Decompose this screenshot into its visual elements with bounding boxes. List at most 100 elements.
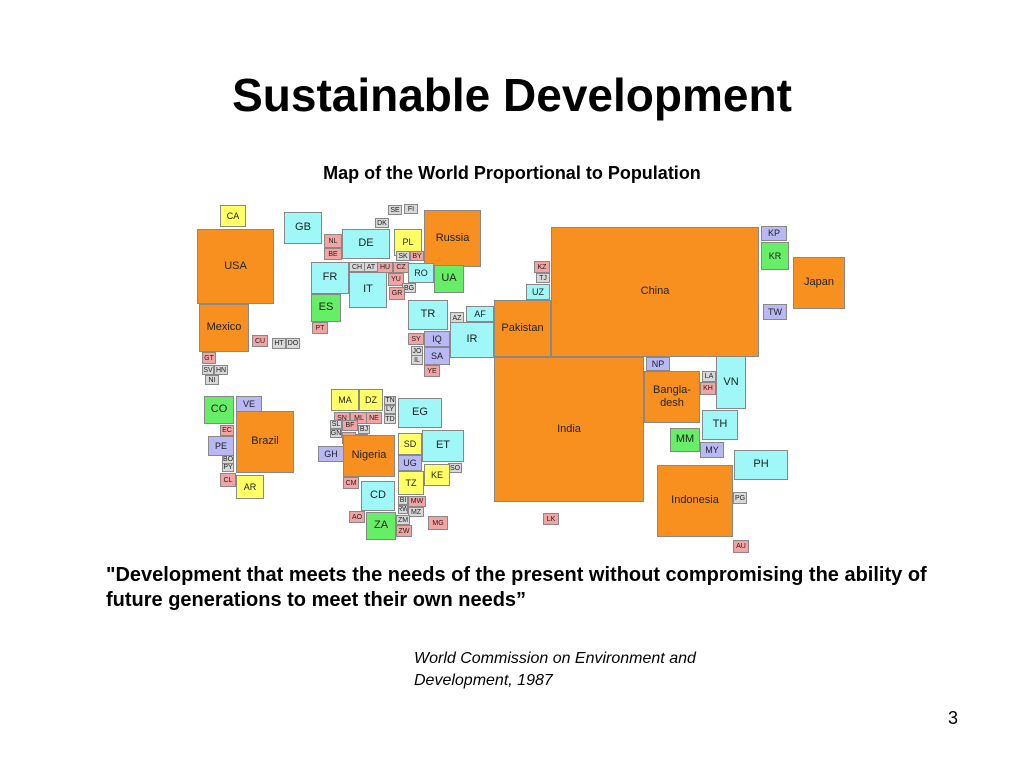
country-box: LY: [384, 405, 396, 414]
country-box: CO: [204, 396, 234, 424]
country-box: Indonesia: [657, 465, 733, 537]
map-caption: Map of the World Proportional to Populat…: [323, 163, 701, 183]
country-box: Pakistan: [494, 300, 551, 357]
country-box: GH: [318, 446, 344, 462]
country-box: SE: [388, 205, 402, 215]
slide-title: Sustainable Development: [232, 69, 792, 121]
page-number: 3: [948, 708, 959, 728]
country-box: TN: [384, 396, 396, 405]
country-box: BF: [342, 420, 358, 431]
country-box: YU: [388, 273, 404, 286]
country-box: TD: [384, 414, 396, 424]
country-box: ET: [422, 430, 464, 462]
country-box: MW: [408, 496, 426, 507]
country-box: EC: [220, 425, 234, 436]
country-box: China: [551, 227, 759, 357]
country-box: AF: [466, 306, 494, 322]
country-box: LA: [702, 371, 716, 382]
country-box: YE: [424, 365, 440, 377]
country-box: PT: [312, 322, 328, 334]
country-box: SO: [448, 463, 462, 473]
country-box: IL: [411, 355, 423, 365]
attribution: World Commission on Environment and Deve…: [414, 650, 696, 690]
country-box: LK: [543, 513, 559, 525]
country-box: CA: [220, 205, 246, 227]
country-box: Bangla-desh: [644, 371, 700, 423]
country-box: Brazil: [236, 411, 294, 473]
country-box: ES: [311, 294, 341, 322]
country-box: TH: [702, 410, 738, 440]
country-box: BJ: [358, 425, 370, 434]
country-box: MM: [670, 428, 700, 452]
country-box: AT: [364, 262, 378, 272]
country-box: AU: [733, 540, 749, 553]
country-box: NI: [205, 375, 219, 385]
country-box: Russia: [424, 210, 481, 267]
country-box: IQ: [424, 331, 450, 347]
country-box: BE: [324, 248, 342, 260]
country-box: TZ: [398, 471, 424, 495]
country-box: SL: [330, 420, 342, 429]
country-box: PY: [222, 463, 234, 472]
country-box: PH: [734, 450, 788, 480]
country-box: Mexico: [199, 304, 249, 352]
country-box: KR: [761, 242, 789, 270]
country-box: AR: [236, 475, 264, 499]
country-box: ZW: [396, 525, 412, 537]
country-box: CZ: [393, 262, 409, 273]
country-box: ZA: [366, 512, 396, 540]
country-box: GN: [330, 429, 342, 438]
country-box: CD: [361, 481, 395, 511]
country-box: SY: [408, 333, 424, 345]
country-box: RO: [408, 263, 434, 283]
country-box: KE: [424, 464, 450, 486]
country-box: NL: [324, 234, 342, 248]
country-box: Nigeria: [343, 435, 395, 477]
country-box: VN: [716, 356, 746, 409]
country-box: CM: [343, 477, 359, 489]
country-box: DK: [375, 218, 389, 228]
country-box: DZ: [359, 389, 383, 411]
country-box: DE: [342, 229, 390, 259]
country-box: UA: [434, 265, 464, 293]
country-box: KZ: [534, 261, 550, 273]
country-box: BI: [398, 496, 408, 505]
country-box: EG: [398, 398, 442, 428]
country-box: MA: [331, 389, 359, 411]
country-box: TW: [763, 304, 787, 320]
country-box: MG: [428, 516, 448, 530]
country-box: HT: [272, 338, 286, 349]
country-box: Japan: [793, 257, 845, 309]
country-box: FI: [404, 204, 418, 214]
country-box: DO: [286, 338, 300, 349]
country-box: MY: [700, 442, 724, 458]
country-box: USA: [197, 229, 274, 304]
country-box: SK: [396, 251, 410, 261]
country-box: CL: [220, 473, 236, 487]
country-box: KP: [761, 226, 787, 241]
country-box: ZM: [396, 515, 410, 525]
country-box: IT: [349, 272, 387, 308]
country-box: SD: [398, 433, 422, 455]
country-box: India: [494, 357, 644, 502]
country-box: FR: [311, 262, 349, 294]
country-box: KH: [700, 382, 716, 395]
country-box: UZ: [526, 284, 550, 300]
country-box: CH: [349, 262, 365, 272]
country-box: AO: [349, 511, 365, 523]
country-box: NE: [366, 412, 382, 424]
country-box: GT: [202, 352, 216, 364]
country-box: CU: [252, 335, 268, 347]
country-box: NP: [646, 357, 670, 371]
country-box: GR: [389, 287, 405, 300]
country-box: IR: [450, 322, 494, 358]
country-box: SV: [202, 365, 214, 375]
country-box: RW: [398, 505, 408, 514]
country-box: PG: [733, 492, 747, 504]
country-box: VE: [236, 396, 262, 412]
country-box: BY: [410, 251, 424, 261]
country-box: GB: [284, 212, 322, 244]
country-box: PE: [208, 436, 234, 456]
